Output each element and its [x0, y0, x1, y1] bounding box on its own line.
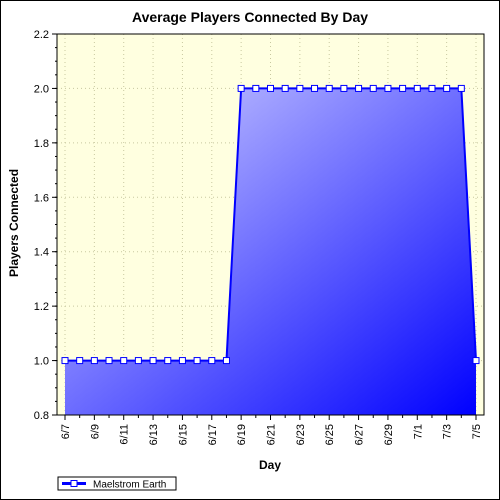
- data-point-6-9: [90, 357, 98, 365]
- x-tick-label: 6/11: [119, 424, 131, 445]
- data-point-6-23: [296, 84, 304, 92]
- data-point-6-14: [164, 357, 172, 365]
- x-axis-ticks: 6/7 6/9 6/11 6/13 6/15 6/17 6/19 6/21 6/23 6/25 6/…: [60, 415, 483, 445]
- data-markers: [61, 84, 480, 365]
- data-point-6-25: [325, 84, 333, 92]
- x-tick-label: 6/25: [324, 424, 336, 445]
- y-tick-label: 1.8: [34, 138, 49, 150]
- y-tick-label: 1.6: [34, 192, 49, 204]
- data-point-6-27: [355, 84, 363, 92]
- y-tick-label: 1.0: [34, 356, 49, 368]
- y-axis-label: Players Connected: [7, 169, 21, 277]
- chart-title: Average Players Connected By Day: [132, 9, 368, 25]
- y-tick-label: 2.2: [34, 29, 49, 41]
- x-tick-label: 7/5: [471, 424, 483, 439]
- x-tick-label: 6/17: [207, 424, 219, 445]
- legend: Maelstrom Earth: [57, 476, 177, 491]
- x-tick-label: 6/9: [89, 424, 101, 439]
- data-point-7-5: [472, 357, 480, 365]
- x-axis-label: Day: [259, 458, 281, 472]
- x-tick-label: 6/7: [60, 424, 72, 439]
- data-point-6-22: [281, 84, 289, 92]
- legend-marker-swatch: [70, 480, 78, 487]
- legend-box: [57, 476, 177, 491]
- data-point-7-3: [443, 84, 451, 92]
- data-point-6-11: [120, 357, 128, 365]
- y-tick-label: 2.0: [34, 83, 49, 95]
- area-fill: [65, 88, 476, 415]
- data-point-7-1: [413, 84, 421, 92]
- y-tick-label: 1.2: [34, 301, 49, 313]
- data-point-6-13: [149, 357, 157, 365]
- x-tick-label: 6/27: [354, 424, 366, 445]
- data-point-6-17: [208, 357, 216, 365]
- y-axis-ticks: 0.8 1.0 1.2 1.4 1.6 1.8 2.0 2.2: [34, 29, 57, 422]
- legend-label-maelstrom-earth: Maelstrom Earth: [93, 480, 166, 491]
- x-tick-label: 6/23: [295, 424, 307, 445]
- data-point-6-21: [267, 84, 274, 92]
- data-point-6-20: [252, 84, 260, 92]
- x-tick-label: 6/13: [148, 424, 160, 445]
- x-tick-label: 6/21: [266, 424, 278, 445]
- x-tick-label: 7/1: [412, 424, 424, 439]
- data-point-6-10: [105, 357, 113, 365]
- data-point-6-30: [399, 84, 407, 92]
- data-point-7-4: [457, 84, 465, 92]
- x-tick-label: 6/29: [383, 424, 395, 445]
- data-point-6-8: [76, 357, 84, 365]
- data-point-6-26: [340, 84, 348, 92]
- x-tick-label: 6/15: [177, 424, 189, 445]
- data-point-6-24: [311, 84, 319, 92]
- data-point-7-2: [428, 84, 436, 92]
- data-point-6-18: [222, 357, 230, 365]
- data-point-6-7: [61, 357, 69, 365]
- data-point-6-28: [369, 84, 377, 92]
- x-tick-label: 6/19: [236, 424, 248, 445]
- x-tick-label: 7/3: [442, 424, 454, 439]
- data-point-6-12: [134, 357, 142, 365]
- y-tick-label: 1.4: [34, 247, 49, 259]
- data-point-6-29: [384, 84, 392, 92]
- data-point-6-19: [237, 84, 245, 92]
- y-tick-label: 0.8: [34, 410, 49, 422]
- data-point-6-16: [193, 357, 201, 365]
- data-point-6-15: [178, 357, 186, 365]
